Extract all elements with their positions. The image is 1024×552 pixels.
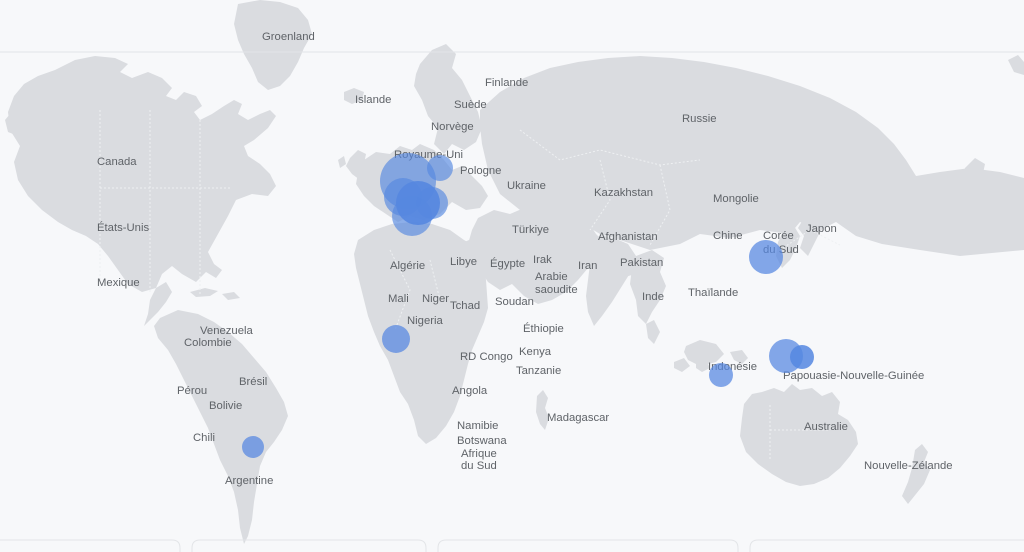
svg-text:Madagascar: Madagascar — [547, 412, 609, 424]
svg-text:Namibie: Namibie — [457, 420, 498, 432]
svg-text:Angola: Angola — [452, 385, 488, 397]
svg-text:Ukraine: Ukraine — [507, 180, 546, 192]
svg-text:Iran: Iran — [578, 260, 597, 272]
svg-text:Nouvelle-Zélande: Nouvelle-Zélande — [864, 460, 953, 472]
svg-text:Russie: Russie — [682, 113, 717, 125]
svg-text:Pakistan: Pakistan — [620, 257, 663, 269]
svg-text:RD Congo: RD Congo — [460, 351, 513, 363]
svg-text:Afrique: Afrique — [461, 448, 497, 460]
svg-text:Groenland: Groenland — [262, 31, 315, 43]
svg-text:Canada: Canada — [97, 156, 137, 168]
svg-text:Chili: Chili — [193, 432, 215, 444]
svg-text:Norvège: Norvège — [431, 121, 474, 133]
svg-text:Libye: Libye — [450, 256, 477, 268]
svg-text:Chine: Chine — [713, 230, 743, 242]
svg-text:Brésil: Brésil — [239, 376, 267, 388]
svg-text:Australie: Australie — [804, 421, 848, 433]
svg-text:Soudan: Soudan — [495, 296, 534, 308]
svg-text:Arabie: Arabie — [535, 271, 568, 283]
svg-text:Tanzanie: Tanzanie — [516, 365, 561, 377]
svg-text:Niger: Niger — [422, 293, 449, 305]
svg-text:Mexique: Mexique — [97, 277, 140, 289]
svg-text:Mali: Mali — [388, 293, 409, 305]
svg-text:Irak: Irak — [533, 254, 552, 266]
svg-text:Inde: Inde — [642, 291, 664, 303]
svg-text:Islande: Islande — [355, 94, 391, 106]
svg-text:États-Unis: États-Unis — [97, 221, 149, 234]
svg-text:Algérie: Algérie — [390, 260, 425, 272]
svg-text:Pérou: Pérou — [177, 385, 207, 397]
svg-text:Tchad: Tchad — [450, 300, 480, 312]
svg-text:Colombie: Colombie — [184, 337, 232, 349]
svg-text:Kazakhstan: Kazakhstan — [594, 187, 653, 199]
svg-text:Kenya: Kenya — [519, 346, 552, 358]
svg-text:Égypte: Égypte — [490, 257, 525, 270]
svg-text:Afghanistan: Afghanistan — [598, 231, 658, 243]
svg-text:saoudite: saoudite — [535, 284, 578, 296]
svg-text:Nigeria: Nigeria — [407, 315, 444, 327]
svg-text:Venezuela: Venezuela — [200, 325, 253, 337]
svg-text:Bolivie: Bolivie — [209, 400, 242, 412]
svg-text:Éthiopie: Éthiopie — [523, 322, 564, 335]
svg-text:Argentine: Argentine — [225, 475, 273, 487]
svg-text:Finlande: Finlande — [485, 77, 528, 89]
svg-text:Mongolie: Mongolie — [713, 193, 759, 205]
svg-text:Suède: Suède — [454, 99, 487, 111]
svg-text:Türkiye: Türkiye — [512, 224, 549, 236]
svg-text:Pologne: Pologne — [460, 165, 501, 177]
svg-text:Thaïlande: Thaïlande — [688, 287, 738, 299]
svg-text:Botswana: Botswana — [457, 435, 507, 447]
svg-text:du Sud: du Sud — [461, 460, 497, 472]
svg-text:Papouasie-Nouvelle-Guinée: Papouasie-Nouvelle-Guinée — [783, 370, 924, 382]
svg-text:Japon: Japon — [806, 223, 837, 235]
